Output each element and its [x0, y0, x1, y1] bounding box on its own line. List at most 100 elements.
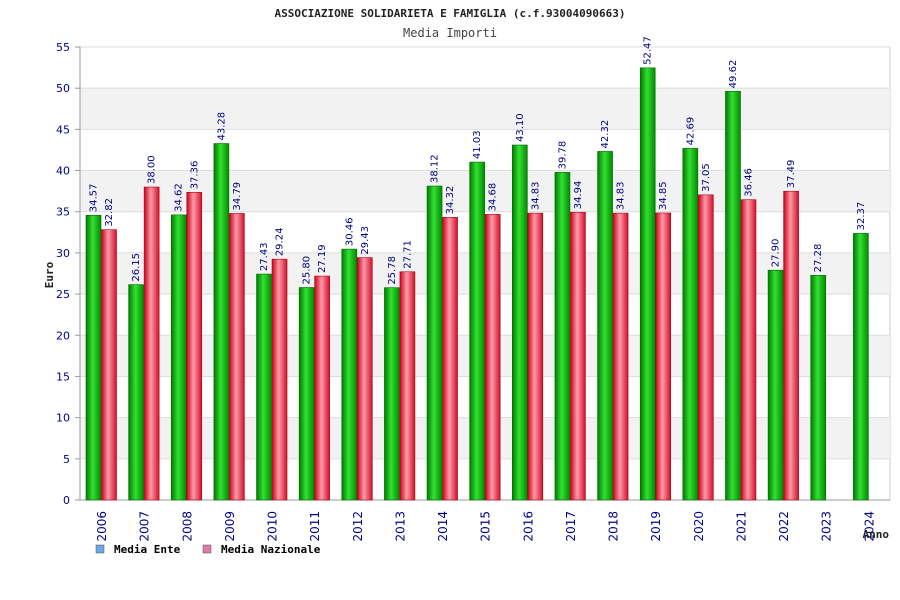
- x-tick-label: 2022: [777, 511, 791, 542]
- value-label: 37.49: [786, 160, 797, 189]
- value-label: 34.83: [616, 181, 627, 210]
- y-tick-label: 10: [56, 412, 70, 425]
- value-label: 34.62: [174, 183, 185, 212]
- value-label: 41.03: [472, 130, 483, 159]
- bar-media-nazionale-2006: [101, 229, 117, 501]
- value-label: 29.24: [275, 228, 286, 257]
- bar-media-ente-2021: [725, 91, 741, 501]
- bar-media-ente-2020: [682, 148, 699, 501]
- legend-swatch-media-ente: [95, 544, 105, 554]
- x-tick-label: 2007: [138, 511, 152, 542]
- bar-media-ente-2013: [384, 287, 400, 501]
- value-label: 34.83: [530, 181, 541, 210]
- value-label: 26.15: [131, 253, 142, 282]
- value-label: 34.68: [488, 183, 499, 212]
- legend: Media Ente Media Nazionale: [95, 543, 321, 556]
- value-label: 37.36: [189, 161, 200, 190]
- y-tick-label: 50: [56, 82, 70, 95]
- value-label: 29.43: [360, 226, 371, 255]
- x-tick-label: 2024: [862, 511, 876, 542]
- bar-media-nazionale-2015: [484, 214, 501, 501]
- value-label: 34.32: [445, 186, 456, 215]
- x-tick-label: 2012: [351, 511, 365, 542]
- x-tick-label: 2019: [649, 511, 663, 542]
- value-label: 38.00: [147, 155, 158, 184]
- y-tick-label: 20: [56, 329, 70, 342]
- bar-media-ente-2014: [426, 185, 443, 501]
- value-label: 27.71: [402, 240, 413, 269]
- bar-media-ente-2022: [767, 269, 784, 501]
- x-tick-label: 2015: [479, 511, 493, 542]
- bar-media-ente-2009: [213, 143, 230, 501]
- value-label: 32.82: [104, 198, 115, 227]
- value-label: 52.47: [643, 36, 654, 65]
- value-label: 38.12: [430, 154, 441, 183]
- value-label: 34.57: [89, 184, 100, 213]
- y-axis-label: Euro: [43, 261, 56, 288]
- bar-media-ente-2024: [853, 233, 869, 501]
- x-axis-ticks: 2006 2007 2008 2009 2010 2011 2012 2013 2014 2015…: [95, 511, 876, 542]
- value-label: 42.69: [685, 117, 696, 146]
- bar-media-nazionale-2016: [527, 212, 544, 501]
- legend-label-media-nazionale: Media Nazionale: [221, 543, 321, 556]
- value-label: 27.90: [771, 239, 782, 268]
- y-tick-label: 45: [56, 123, 70, 136]
- bar-media-nazionale-2020: [698, 194, 714, 501]
- bar-media-ente-2012: [341, 248, 358, 501]
- bars: [85, 67, 869, 501]
- value-label: 32.37: [856, 202, 867, 231]
- value-label: 43.10: [515, 113, 526, 142]
- value-label: 37.05: [701, 163, 712, 192]
- bar-media-nazionale-2021: [740, 199, 757, 501]
- bar-media-nazionale-2011: [314, 275, 330, 501]
- x-tick-label: 2020: [692, 511, 706, 542]
- value-label: 27.28: [813, 244, 824, 273]
- bar-media-nazionale-2022: [783, 190, 799, 501]
- bar-media-nazionale-2009: [229, 213, 245, 501]
- x-tick-label: 2008: [180, 511, 194, 542]
- x-tick-label: 2016: [521, 511, 535, 542]
- legend-label-media-ente: Media Ente: [114, 543, 181, 556]
- bar-media-nazionale-2018: [612, 212, 629, 501]
- value-label: 34.94: [573, 181, 584, 210]
- bar-media-ente-2011: [298, 287, 315, 501]
- x-tick-label: 2010: [266, 511, 280, 542]
- bar-media-nazionale-2017: [570, 211, 586, 501]
- y-tick-label: 25: [56, 288, 70, 301]
- y-tick-label: 35: [56, 206, 70, 219]
- y-tick-label: 40: [56, 165, 70, 178]
- x-tick-label: 2018: [607, 511, 621, 542]
- y-tick-label: 30: [56, 247, 70, 260]
- x-tick-label: 2023: [820, 511, 834, 542]
- value-label: 25.78: [387, 256, 398, 285]
- bar-media-nazionale-2019: [655, 212, 672, 501]
- bar-media-ente-2019: [639, 67, 656, 501]
- y-tick-label: 55: [56, 41, 70, 54]
- chart-subtitle: Media Importi: [403, 26, 497, 40]
- x-tick-label: 2011: [308, 511, 322, 542]
- bar-media-ente-2006: [85, 214, 102, 501]
- bar-media-ente-2016: [512, 144, 528, 501]
- value-label: 36.46: [743, 168, 754, 197]
- bar-media-ente-2017: [554, 172, 571, 501]
- value-label: 43.28: [216, 112, 227, 141]
- x-axis-label: Anno: [863, 528, 890, 541]
- bar-media-nazionale-2012: [356, 257, 373, 501]
- x-tick-label: 2021: [734, 511, 748, 542]
- y-tick-label: 15: [56, 370, 70, 383]
- x-tick-label: 2014: [436, 511, 450, 542]
- x-tick-label: 2006: [95, 511, 109, 542]
- value-label: 49.62: [728, 60, 739, 89]
- y-tick-label: 0: [63, 494, 70, 507]
- value-labels: 34.57 32.82 26.15 38.00 34.62 37.36 43.28 34.79…: [89, 36, 867, 284]
- bar-media-ente-2015: [469, 161, 485, 501]
- y-tick-label: 5: [63, 453, 70, 466]
- bar-media-nazionale-2010: [271, 258, 288, 501]
- value-label: 34.79: [232, 182, 243, 211]
- grid-band: [80, 88, 890, 130]
- bar-media-nazionale-2007: [143, 186, 160, 501]
- bar-media-ente-2007: [128, 284, 144, 501]
- bar-media-ente-2008: [170, 214, 187, 501]
- bar-media-nazionale-2013: [399, 271, 416, 501]
